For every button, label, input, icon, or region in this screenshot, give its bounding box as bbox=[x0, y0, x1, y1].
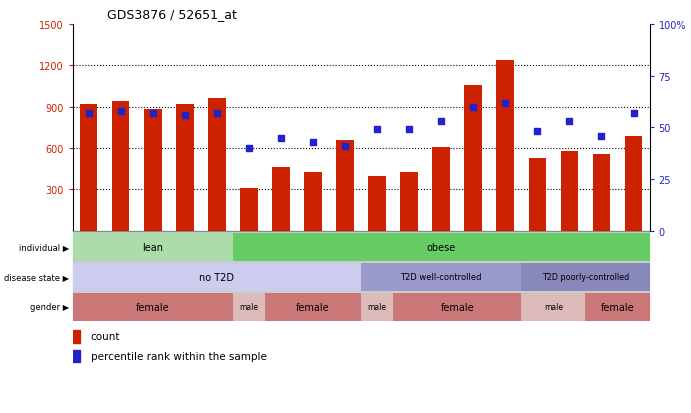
Text: male: male bbox=[544, 302, 563, 311]
FancyBboxPatch shape bbox=[73, 231, 104, 318]
Bar bbox=[240, 189, 258, 231]
Text: GDS3876 / 52651_at: GDS3876 / 52651_at bbox=[107, 8, 237, 21]
Bar bbox=[337, 140, 354, 231]
Bar bbox=[625, 137, 643, 231]
Point bbox=[435, 119, 446, 125]
FancyBboxPatch shape bbox=[265, 231, 297, 318]
Bar bbox=[368, 176, 386, 231]
Point bbox=[147, 110, 158, 117]
Bar bbox=[112, 102, 129, 231]
Text: percentile rank within the sample: percentile rank within the sample bbox=[91, 351, 267, 361]
FancyBboxPatch shape bbox=[457, 231, 489, 318]
Point bbox=[500, 100, 511, 107]
Text: gender ▶: gender ▶ bbox=[30, 302, 69, 311]
Bar bbox=[593, 154, 610, 231]
FancyBboxPatch shape bbox=[104, 231, 137, 318]
Bar bbox=[304, 172, 322, 231]
FancyBboxPatch shape bbox=[521, 231, 553, 318]
Text: lean: lean bbox=[142, 242, 163, 252]
FancyBboxPatch shape bbox=[169, 231, 201, 318]
Point bbox=[307, 139, 319, 146]
Bar bbox=[73, 330, 80, 343]
Point bbox=[115, 108, 126, 115]
Point bbox=[468, 104, 479, 111]
FancyBboxPatch shape bbox=[393, 231, 425, 318]
Point bbox=[243, 145, 254, 152]
Point bbox=[628, 110, 639, 117]
Point bbox=[564, 119, 575, 125]
Bar bbox=[144, 110, 162, 231]
Text: count: count bbox=[91, 332, 120, 342]
Point bbox=[372, 127, 383, 133]
FancyBboxPatch shape bbox=[233, 231, 265, 318]
FancyBboxPatch shape bbox=[425, 231, 457, 318]
Bar bbox=[272, 168, 290, 231]
Point bbox=[276, 135, 287, 142]
Point bbox=[404, 127, 415, 133]
Bar bbox=[79, 104, 97, 231]
Text: T2D well-controlled: T2D well-controlled bbox=[400, 273, 482, 282]
Text: individual ▶: individual ▶ bbox=[19, 243, 69, 252]
Bar bbox=[529, 158, 546, 231]
Text: female: female bbox=[600, 302, 634, 312]
Bar bbox=[176, 104, 193, 231]
Text: female: female bbox=[440, 302, 474, 312]
Point bbox=[211, 110, 223, 117]
Text: obese: obese bbox=[426, 242, 456, 252]
Point bbox=[179, 112, 190, 119]
Text: disease state ▶: disease state ▶ bbox=[4, 273, 69, 282]
Bar bbox=[464, 85, 482, 231]
Text: T2D poorly-controlled: T2D poorly-controlled bbox=[542, 273, 629, 282]
FancyBboxPatch shape bbox=[585, 231, 618, 318]
FancyBboxPatch shape bbox=[553, 231, 585, 318]
Bar bbox=[208, 99, 226, 231]
FancyBboxPatch shape bbox=[361, 231, 393, 318]
Text: no T2D: no T2D bbox=[199, 272, 234, 282]
Bar bbox=[433, 147, 450, 231]
FancyBboxPatch shape bbox=[137, 231, 169, 318]
FancyBboxPatch shape bbox=[329, 231, 361, 318]
Bar bbox=[73, 350, 80, 362]
Text: male: male bbox=[239, 302, 258, 311]
FancyBboxPatch shape bbox=[201, 231, 233, 318]
FancyBboxPatch shape bbox=[489, 231, 521, 318]
Bar bbox=[560, 152, 578, 231]
Bar bbox=[496, 61, 514, 231]
Bar bbox=[400, 172, 418, 231]
FancyBboxPatch shape bbox=[618, 231, 650, 318]
Point bbox=[83, 110, 94, 117]
FancyBboxPatch shape bbox=[297, 231, 329, 318]
Point bbox=[596, 133, 607, 140]
Point bbox=[532, 129, 543, 135]
Text: female: female bbox=[136, 302, 169, 312]
Point bbox=[339, 143, 350, 150]
Text: female: female bbox=[296, 302, 330, 312]
Text: male: male bbox=[368, 302, 386, 311]
